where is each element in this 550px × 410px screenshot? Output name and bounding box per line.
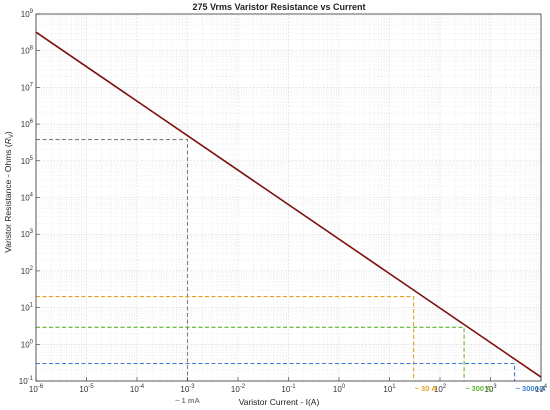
series-line: [35, 31, 542, 378]
x-tick-label: 103: [484, 384, 497, 394]
x-tick-labels: 10-6 10-5 10-4 10-3 10-2 10-1 100 101 102 103 104: [29, 377, 548, 394]
x-tick-label: 10-5: [79, 384, 94, 394]
reference-labels: ~ 1 mA ~ 30 A ~ 300 A ~ 3000 A: [175, 384, 546, 405]
reference-line: [36, 362, 516, 381]
x-tick-label: 10-4: [130, 384, 145, 394]
x-tick-label: 10-6: [29, 384, 44, 394]
y-tick-label: 103: [21, 229, 34, 239]
x-tick-label: 101: [383, 384, 396, 394]
y-tick-label: 108: [21, 46, 34, 56]
y-tick-label: 101: [21, 303, 34, 313]
y-tick-label: 107: [21, 82, 34, 92]
y-tick-label: 10-1: [19, 376, 34, 386]
chart-title: 275 Vrms Varistor Resistance vs Current: [192, 2, 365, 12]
x-tick-label: 102: [434, 384, 447, 394]
x-tick-label: 104: [535, 384, 548, 394]
reference-line: [36, 138, 189, 381]
reference-label: ~ 1 mA: [175, 396, 200, 405]
y-tick-label: 100: [21, 339, 34, 349]
y-tick-label: 104: [21, 193, 34, 203]
y-tick-label: 109: [21, 9, 34, 19]
x-tick-label: 10-2: [231, 384, 246, 394]
reference-label: ~ 300 A: [465, 384, 492, 393]
x-axis-label: Varistor Current - I(A): [239, 397, 320, 407]
x-tick-label: 100: [333, 384, 346, 394]
y-tick-label: 106: [21, 119, 34, 129]
series-layer: [35, 31, 542, 378]
x-tick-label: 10-3: [180, 384, 195, 394]
reference-label: ~ 3000 A: [516, 384, 547, 393]
y-tick-label: 105: [21, 156, 34, 166]
y-tick-label: 102: [21, 266, 34, 276]
reference-line: [36, 296, 415, 381]
y-axis-label: Varistor Resistance - Ohms (RV): [3, 131, 15, 253]
reference-label: ~ 30 A: [415, 384, 438, 393]
x-tick-label: 10-1: [281, 384, 296, 394]
reference-lines: [36, 138, 516, 381]
y-tick-labels: 10-1 100 101 102 103 104 105 106 107 108 109: [19, 9, 40, 386]
grid: [35, 14, 541, 382]
reference-line: [36, 326, 465, 381]
